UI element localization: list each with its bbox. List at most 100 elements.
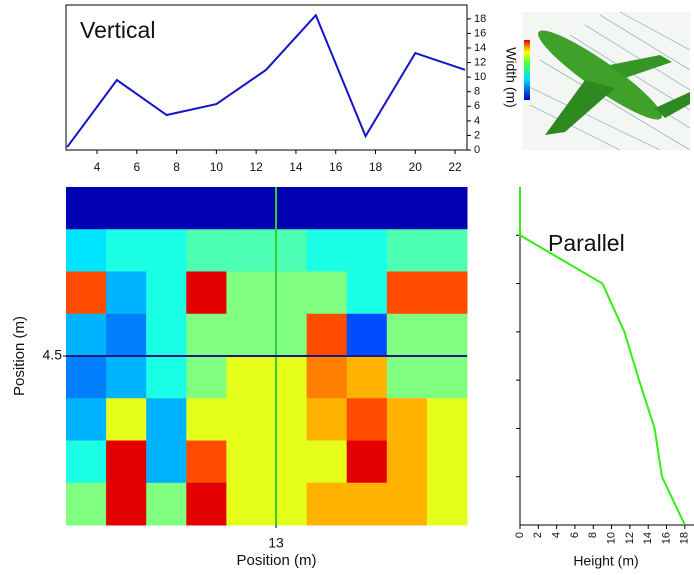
heatmap-cell bbox=[186, 356, 227, 399]
heatmap-cell bbox=[346, 440, 388, 484]
y-tick-label: 4.5 bbox=[43, 347, 63, 363]
y-axis-label: Width (m) bbox=[503, 47, 519, 108]
heatmap-cell bbox=[106, 398, 147, 441]
y-tick-label: 10 bbox=[474, 71, 486, 83]
x-tick-label: 18 bbox=[679, 532, 691, 544]
heatmap-cell bbox=[426, 356, 468, 399]
x-tick-label: 4 bbox=[551, 532, 563, 538]
heatmap-cell bbox=[106, 271, 147, 315]
heatmap-cell bbox=[186, 271, 227, 315]
y-tick-label: 12 bbox=[474, 56, 486, 68]
heatmap-cell bbox=[66, 482, 107, 526]
heatmap-cell bbox=[186, 229, 227, 272]
heatmap-cell bbox=[106, 313, 147, 357]
y-tick-label: 14 bbox=[474, 42, 486, 54]
heatmap-cell bbox=[66, 187, 107, 230]
heatmap-cell bbox=[226, 356, 267, 399]
heatmap-cell bbox=[426, 398, 468, 441]
heatmap-cell bbox=[306, 356, 348, 399]
heatmap-cell bbox=[266, 187, 308, 230]
x-tick-label: 16 bbox=[329, 160, 343, 174]
heatmap-cell bbox=[346, 271, 388, 315]
chart-title: Vertical bbox=[80, 17, 155, 43]
x-tick-label: 6 bbox=[569, 532, 581, 538]
fuselage bbox=[538, 30, 662, 120]
heatmap-cell bbox=[306, 187, 348, 230]
heatmap-cell bbox=[426, 229, 468, 272]
heatmap-cell bbox=[106, 356, 147, 399]
heatmap-cell bbox=[146, 398, 187, 441]
heatmap-cell bbox=[346, 356, 388, 399]
heatmap-cell bbox=[106, 187, 147, 230]
heatmap-cell bbox=[386, 229, 428, 272]
heatmap-cell bbox=[306, 313, 348, 357]
heatmap-cell bbox=[66, 398, 107, 441]
heatmap-cell bbox=[186, 482, 227, 526]
heatmap-cell bbox=[346, 229, 388, 272]
heatmap-cell bbox=[186, 398, 227, 441]
x-tick-label: 6 bbox=[133, 160, 140, 174]
y-tick-label: 0 bbox=[474, 144, 480, 156]
y-tick-label: 6 bbox=[474, 100, 480, 112]
y-tick-label: 8 bbox=[474, 86, 480, 98]
heatmap-cell bbox=[266, 271, 308, 315]
heatmap-cell bbox=[386, 440, 428, 484]
line-series bbox=[519, 187, 686, 526]
x-tick-label: 8 bbox=[587, 532, 599, 538]
heatmap-cell bbox=[226, 187, 267, 230]
heatmap-cell bbox=[346, 482, 388, 526]
heatmap-cell bbox=[226, 482, 267, 526]
heatmap-cell bbox=[426, 440, 468, 484]
heatmap-cell bbox=[346, 398, 388, 441]
heatmap-cell bbox=[386, 271, 428, 315]
heatmap-cell bbox=[306, 271, 348, 315]
heatmap-cell bbox=[426, 271, 468, 315]
heatmap-cell bbox=[66, 440, 107, 484]
heatmap-cell bbox=[386, 313, 428, 357]
heatmap-cell bbox=[346, 187, 388, 230]
heatmap-cell bbox=[186, 187, 227, 230]
x-tick-label: 10 bbox=[210, 160, 224, 174]
heatmap-cell bbox=[306, 398, 348, 441]
x-tick-label: 13 bbox=[268, 535, 284, 551]
heatmap-cell bbox=[66, 356, 107, 399]
heatmap-cell bbox=[266, 482, 308, 526]
x-tick-label: 0 bbox=[514, 532, 526, 538]
heatmap-cell bbox=[226, 440, 267, 484]
wing bbox=[610, 55, 672, 78]
x-tick-label: 14 bbox=[642, 532, 654, 544]
heatmap-cell bbox=[306, 440, 348, 484]
x-tick-label: 18 bbox=[369, 160, 383, 174]
heatmap-cell bbox=[426, 187, 468, 230]
x-tick-label: 16 bbox=[660, 532, 672, 544]
x-tick-label: 12 bbox=[624, 532, 636, 544]
heatmap-cell bbox=[66, 229, 107, 272]
heatmap-cell bbox=[146, 313, 187, 357]
y-tick-label: 2 bbox=[474, 129, 480, 141]
y-tick-label: 18 bbox=[474, 13, 486, 25]
heatmap-cell bbox=[186, 313, 227, 357]
x-axis-label: Height (m) bbox=[573, 553, 638, 569]
heatmap-cell bbox=[226, 398, 267, 441]
heatmap-cell bbox=[306, 482, 348, 526]
heatmap-cell bbox=[226, 229, 267, 272]
image-colorbar bbox=[524, 40, 530, 100]
chart-title: Parallel bbox=[548, 230, 625, 256]
x-axis-label: Position (m) bbox=[236, 552, 316, 569]
x-tick-label: 4 bbox=[94, 160, 101, 174]
heatmap-cell bbox=[386, 356, 428, 399]
heatmap-cell bbox=[106, 229, 147, 272]
heatmap-cell bbox=[426, 482, 468, 526]
x-tick-label: 22 bbox=[448, 160, 462, 174]
heatmap-cell bbox=[266, 398, 308, 441]
heatmap-cell bbox=[106, 440, 147, 484]
x-tick-label: 12 bbox=[249, 160, 263, 174]
heatmap-cell bbox=[346, 313, 388, 357]
heatmap-cell bbox=[306, 229, 348, 272]
y-axis-label: Position (m) bbox=[11, 316, 28, 396]
heatmap-cell bbox=[386, 482, 428, 526]
heatmap-cell bbox=[146, 356, 187, 399]
heatmap-cell bbox=[106, 482, 147, 526]
